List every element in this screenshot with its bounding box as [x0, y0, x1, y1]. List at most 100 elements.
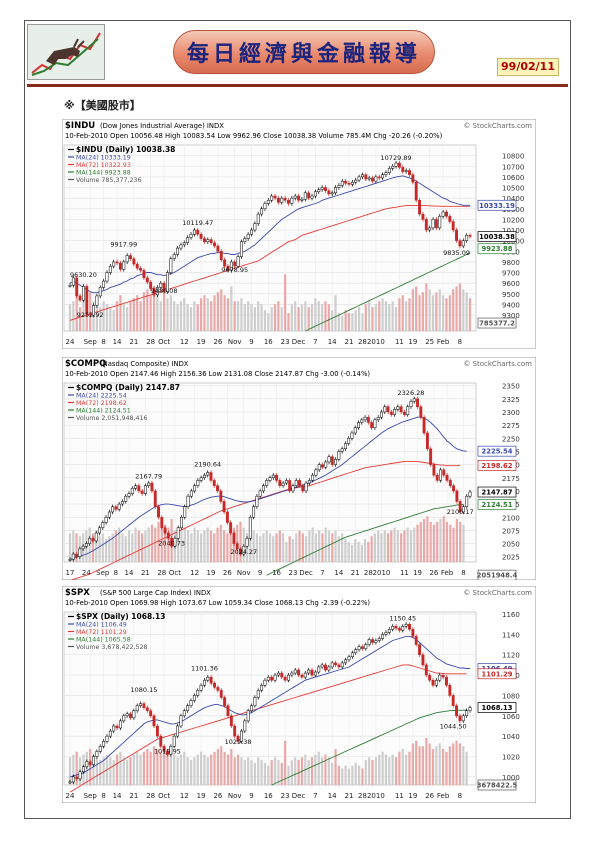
volume-bar — [144, 530, 147, 562]
volume-bar — [255, 533, 258, 562]
volume-bar — [226, 533, 229, 562]
price-candle — [150, 482, 154, 492]
x-tick-label: 28 — [157, 569, 166, 577]
volume-bar — [179, 754, 183, 785]
price-candle — [145, 277, 149, 283]
price-candle — [202, 474, 206, 479]
volume-bar — [111, 533, 114, 562]
price-candle — [280, 197, 284, 203]
price-candle — [448, 685, 452, 696]
volume-bar — [405, 754, 408, 785]
volume-bar — [247, 757, 250, 785]
volume-bar — [357, 307, 361, 331]
price-candle — [363, 416, 367, 421]
price-candle — [98, 527, 101, 534]
price-candle — [127, 493, 131, 497]
price-candle — [118, 262, 122, 270]
y-tick-label: 1140 — [502, 631, 520, 639]
volume-bar — [159, 751, 162, 785]
x-tick-label: 21 — [345, 792, 354, 800]
price-candle — [258, 490, 262, 497]
price-candle — [428, 674, 432, 681]
price-candle — [357, 176, 361, 181]
price-candle — [139, 703, 143, 706]
price-candle — [261, 485, 265, 492]
volume-bar — [327, 530, 331, 562]
volume-bar — [199, 751, 203, 785]
price-candle — [373, 419, 377, 428]
volume-bar — [92, 754, 95, 785]
price-candle — [216, 485, 219, 492]
x-tick-label: 14 — [113, 338, 122, 346]
price-candle — [435, 474, 439, 481]
x-tick-label: 16 — [272, 569, 281, 577]
y-tick-label: 9800 — [502, 259, 520, 267]
volume-bar — [183, 527, 186, 562]
volume-bar — [391, 754, 394, 785]
volume-bar — [186, 530, 190, 562]
volume-bar — [337, 536, 340, 562]
volume-bar — [409, 530, 413, 562]
price-annotation: 2100.17 — [447, 508, 474, 516]
price-candle — [439, 469, 442, 481]
price-candle — [206, 472, 210, 476]
x-tick-label: Sep — [84, 338, 98, 346]
price-candle — [255, 495, 259, 507]
price-candle — [209, 472, 213, 481]
volume-bar — [361, 313, 364, 331]
price-candle — [176, 527, 180, 539]
section-heading: ※【美國股市】 — [64, 99, 141, 112]
volume-bar — [394, 757, 398, 785]
price-candle — [458, 501, 462, 513]
volume-bar — [147, 527, 150, 562]
price-annotation: 9252.92 — [77, 311, 104, 319]
price-candle — [125, 713, 129, 717]
volume-bar — [219, 524, 222, 562]
volume-bar — [196, 530, 199, 562]
price-candle — [137, 485, 141, 492]
y-tick-label: 1000 — [502, 774, 520, 782]
volume-bar — [275, 533, 278, 562]
x-tick-label: 21 — [129, 338, 138, 346]
volume-bar — [193, 301, 196, 331]
volume-bar — [378, 754, 381, 785]
price-candle — [124, 495, 128, 502]
volume-bar — [243, 304, 246, 331]
x-tick-label: 8 — [101, 792, 105, 800]
volume-bar — [262, 533, 265, 562]
volume-bar — [200, 533, 203, 562]
volume-bar — [134, 527, 137, 562]
price-candle — [360, 174, 364, 178]
price-candle — [438, 674, 442, 681]
price-candle — [192, 229, 196, 235]
volume-bar — [291, 539, 295, 562]
price-candle — [353, 427, 357, 434]
right-value-box — [477, 317, 517, 329]
legend-volume: Volume 785,377,236 — [76, 177, 141, 184]
volume-bar — [351, 313, 354, 331]
price-candle — [350, 652, 354, 658]
price-candle — [104, 517, 108, 523]
volume-bar — [82, 298, 85, 331]
volume-bar — [156, 749, 159, 785]
price-candle — [425, 432, 429, 450]
price-candle — [253, 697, 257, 706]
volume-bar — [452, 289, 455, 331]
price-candle — [360, 419, 364, 423]
volume-bar — [304, 536, 308, 562]
volume-bar — [331, 310, 334, 331]
price-candle — [334, 662, 337, 666]
volume-bar — [435, 746, 438, 785]
volume-bar — [287, 765, 290, 785]
volume-bar — [216, 527, 219, 562]
volume-bar — [99, 307, 102, 331]
volume-bar — [318, 530, 321, 562]
volume-bar — [371, 760, 374, 785]
legend-ma24: MA(24) 2225.54 — [76, 393, 127, 400]
price-candle — [206, 239, 210, 242]
x-tick-label: 21 — [345, 338, 354, 346]
price-candle — [330, 192, 334, 195]
y-tick-label: 10800 — [502, 153, 524, 161]
volume-bar — [146, 749, 149, 785]
volume-bar — [324, 754, 327, 785]
